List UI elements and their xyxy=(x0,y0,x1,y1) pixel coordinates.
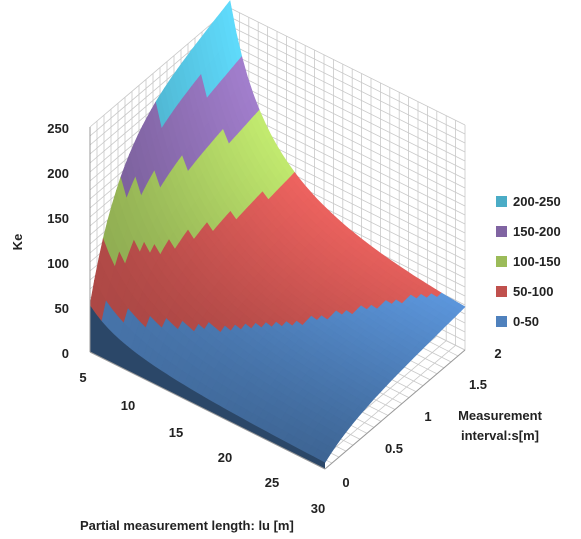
legend-item: 200-250 xyxy=(496,194,561,209)
z-axis-title: Ke xyxy=(10,234,25,251)
legend-swatch xyxy=(496,316,507,327)
x-tick-label: 10 xyxy=(121,398,135,413)
y-axis-line xyxy=(324,349,466,470)
legend-label: 200-250 xyxy=(513,194,561,209)
z-tick-label: 50 xyxy=(55,301,69,316)
gridline xyxy=(229,70,466,189)
surface-plot xyxy=(89,0,466,469)
legend-swatch xyxy=(496,256,507,267)
legend-item: 150-200 xyxy=(496,224,561,239)
legend-label: 100-150 xyxy=(513,254,561,269)
z-tick-label: 250 xyxy=(47,121,69,136)
gridline xyxy=(229,16,466,135)
legend-label: 150-200 xyxy=(513,224,561,239)
x-tick-label: 25 xyxy=(265,475,279,490)
legend-item: 50-100 xyxy=(496,284,553,299)
gridline xyxy=(229,7,466,126)
z-axis: 0 50 100 150 200 250 Ke xyxy=(10,121,69,361)
y-axis: 0 0.5 1 1.5 2 Measurement interval:s[m] xyxy=(342,346,542,490)
gridline xyxy=(229,97,466,216)
z-tick-label: 100 xyxy=(47,256,69,271)
y-tick-label: 0 xyxy=(342,475,349,490)
y-axis-title: Measurement xyxy=(458,408,542,423)
gridline xyxy=(229,61,466,180)
gridline xyxy=(89,7,231,128)
gridline xyxy=(229,52,466,171)
y-tick-label: 1 xyxy=(424,409,431,424)
legend-swatch xyxy=(496,286,507,297)
gridline xyxy=(229,43,466,162)
y-tick-label: 0.5 xyxy=(385,441,403,456)
z-tick-label: 150 xyxy=(47,211,69,226)
x-axis-title: Partial measurement length: lu [m] xyxy=(80,518,294,533)
z-tick-label: 0 xyxy=(62,346,69,361)
legend-swatch xyxy=(496,226,507,237)
z-tick-label: 200 xyxy=(47,166,69,181)
gridline xyxy=(229,106,466,225)
x-tick-label: 30 xyxy=(311,501,325,516)
x-axis-line xyxy=(89,351,326,470)
gridline xyxy=(229,25,466,144)
legend-item: 100-150 xyxy=(496,254,561,269)
surface-front-face xyxy=(90,305,325,469)
y-tick-label: 2 xyxy=(494,346,501,361)
gridline xyxy=(229,88,466,207)
legend-item: 0-50 xyxy=(496,314,539,329)
gridline xyxy=(229,34,466,153)
y-axis-title: interval:s[m] xyxy=(461,428,539,443)
y-tick-label: 1.5 xyxy=(469,377,487,392)
gridline xyxy=(229,79,466,198)
x-axis: 5 10 15 20 25 30 Partial measurement len… xyxy=(79,370,325,533)
chart-legend: 200-250 150-200 100-150 50-100 0-50 xyxy=(496,194,561,329)
legend-swatch xyxy=(496,196,507,207)
chart-axes xyxy=(89,127,466,470)
legend-label: 0-50 xyxy=(513,314,539,329)
legend-label: 50-100 xyxy=(513,284,553,299)
x-tick-label: 5 xyxy=(79,370,86,385)
x-tick-label: 15 xyxy=(169,425,183,440)
x-tick-label: 20 xyxy=(218,450,232,465)
